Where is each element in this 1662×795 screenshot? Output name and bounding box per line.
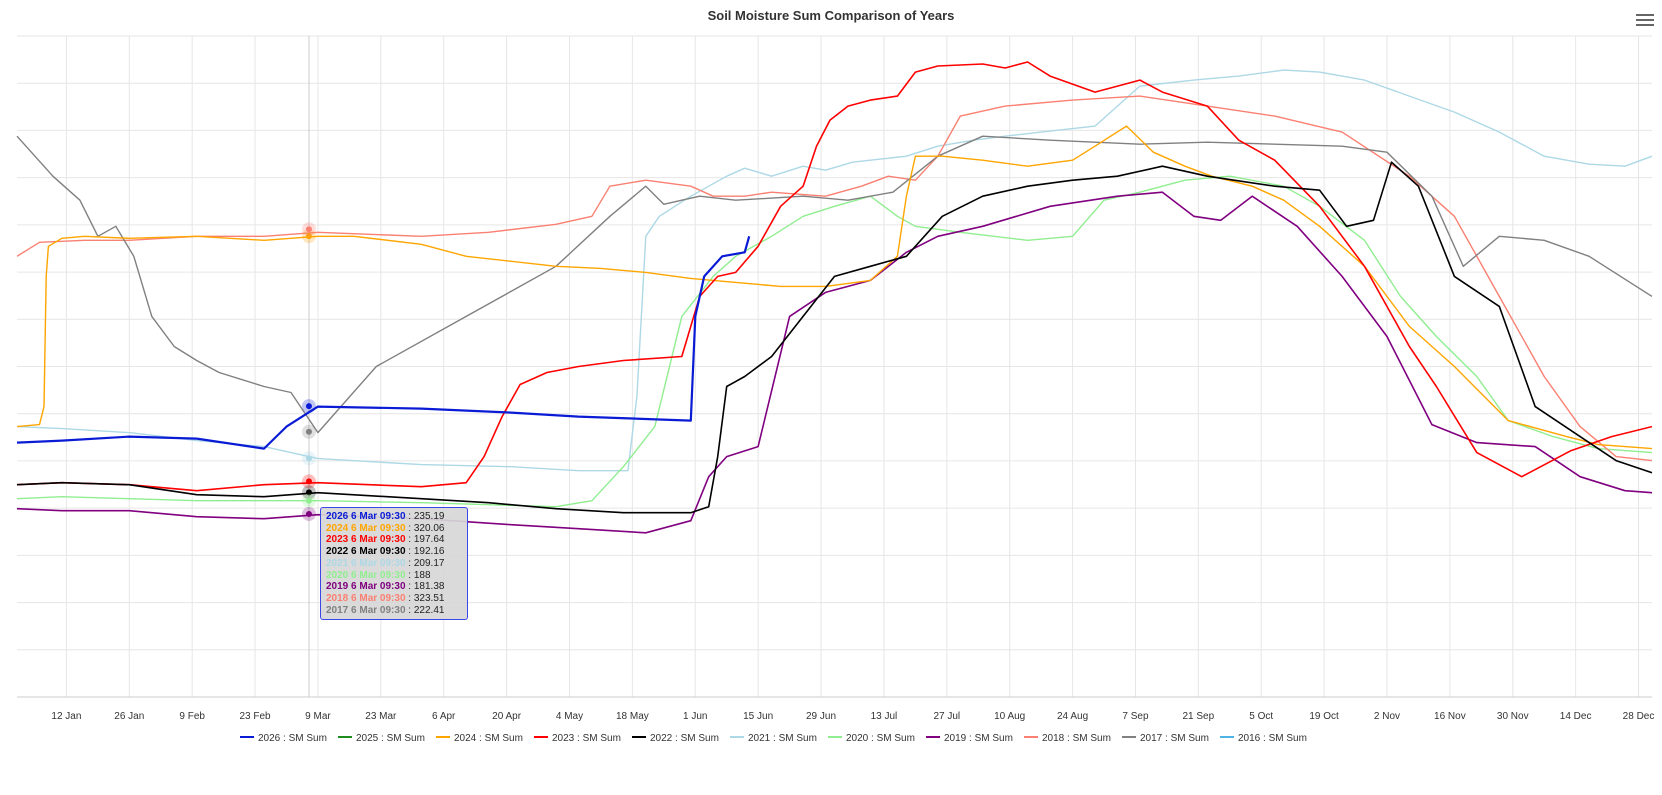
legend-item-2024[interactable]: 2024 : SM Sum bbox=[454, 733, 523, 744]
hover-marker bbox=[305, 455, 312, 462]
tooltip-row: 2024 6 Mar 09:30 : 320.06 bbox=[326, 523, 462, 535]
tooltip-value: : 197.64 bbox=[405, 534, 445, 546]
x-tick-label: 13 Jul bbox=[871, 711, 898, 722]
legend-item-2021[interactable]: 2021 : SM Sum bbox=[748, 733, 817, 744]
series-line-2020 bbox=[16, 175, 1653, 508]
x-tick-label: 23 Feb bbox=[239, 711, 271, 722]
tooltip-label: 2019 6 Mar 09:30 bbox=[326, 581, 406, 593]
x-tick-label: 2 Nov bbox=[1374, 711, 1400, 722]
hamburger-menu-icon[interactable] bbox=[1636, 14, 1654, 30]
x-tick-label: 1 Jun bbox=[683, 711, 707, 722]
tooltip-row: 2017 6 Mar 09:30 : 222.41 bbox=[326, 605, 462, 617]
x-tick-label: 30 Nov bbox=[1497, 711, 1529, 722]
tooltip-value: : 320.06 bbox=[405, 522, 445, 534]
x-tick-label: 26 Jan bbox=[114, 711, 144, 722]
hover-marker bbox=[305, 510, 312, 517]
x-tick-label: 18 May bbox=[616, 711, 649, 722]
chart-title: Soil Moisture Sum Comparison of Years bbox=[707, 8, 955, 23]
series-line-2021 bbox=[16, 69, 1653, 472]
tooltip-row: 2021 6 Mar 09:30 : 209.17 bbox=[326, 558, 462, 570]
hover-marker bbox=[305, 497, 312, 504]
legend-item-2022[interactable]: 2022 : SM Sum bbox=[650, 733, 719, 744]
x-tick-label: 5 Oct bbox=[1249, 711, 1273, 722]
x-tick-label: 23 Mar bbox=[365, 711, 397, 722]
hover-marker bbox=[305, 403, 312, 410]
legend-item-2020[interactable]: 2020 : SM Sum bbox=[846, 733, 915, 744]
tooltip-row: 2026 6 Mar 09:30 : 235.19 bbox=[326, 511, 462, 523]
tooltip-label: 2018 6 Mar 09:30 bbox=[326, 592, 406, 604]
tooltip-value: : 222.41 bbox=[405, 604, 445, 616]
series-line-2022 bbox=[16, 161, 1653, 514]
x-tick-label: 12 Jan bbox=[51, 711, 81, 722]
legend-item-2025[interactable]: 2025 : SM Sum bbox=[356, 733, 425, 744]
legend-item-2019[interactable]: 2019 : SM Sum bbox=[944, 733, 1013, 744]
hover-marker bbox=[305, 478, 312, 485]
tooltip-row: 2019 6 Mar 09:30 : 181.38 bbox=[326, 581, 462, 593]
tooltip-value: : 209.17 bbox=[405, 557, 445, 569]
tooltip-value: : 323.51 bbox=[405, 592, 445, 604]
series-line-2018 bbox=[16, 95, 1653, 462]
series-line-2023 bbox=[16, 61, 1653, 492]
x-tick-label: 21 Sep bbox=[1182, 711, 1214, 722]
legend-item-2026[interactable]: 2026 : SM Sum bbox=[258, 733, 327, 744]
tooltip-row: 2022 6 Mar 09:30 : 192.16 bbox=[326, 546, 462, 558]
x-tick-label: 27 Jul bbox=[933, 711, 960, 722]
legend-item-2017[interactable]: 2017 : SM Sum bbox=[1140, 733, 1209, 744]
x-tick-label: 29 Jun bbox=[806, 711, 836, 722]
tooltip-row: 2018 6 Mar 09:30 : 323.51 bbox=[326, 593, 462, 605]
tooltip-label: 2020 6 Mar 09:30 bbox=[326, 569, 406, 581]
x-tick-label: 19 Oct bbox=[1309, 711, 1339, 722]
tooltip-row: 2020 6 Mar 09:30 : 188 bbox=[326, 570, 462, 582]
hover-marker bbox=[305, 233, 312, 240]
legend-item-2016[interactable]: 2016 : SM Sum bbox=[1238, 733, 1307, 744]
legend-item-2018[interactable]: 2018 : SM Sum bbox=[1042, 733, 1111, 744]
x-tick-label: 7 Sep bbox=[1122, 711, 1149, 722]
tooltip-label: 2021 6 Mar 09:30 bbox=[326, 557, 406, 569]
hover-marker bbox=[305, 428, 312, 435]
x-tick-label: 9 Mar bbox=[305, 711, 331, 722]
legend-item-2023[interactable]: 2023 : SM Sum bbox=[552, 733, 621, 744]
tooltip-row: 2023 6 Mar 09:30 : 197.64 bbox=[326, 534, 462, 546]
x-tick-label: 28 Dec bbox=[1623, 711, 1655, 722]
data-tooltip: 2026 6 Mar 09:30 : 235.19 2024 6 Mar 09:3… bbox=[320, 507, 468, 621]
tooltip-value: : 192.16 bbox=[405, 546, 445, 558]
tooltip-value: : 181.38 bbox=[405, 581, 445, 593]
hover-marker bbox=[305, 226, 312, 233]
tooltip-label: 2026 6 Mar 09:30 bbox=[326, 511, 406, 522]
tooltip-label: 2023 6 Mar 09:30 bbox=[326, 534, 406, 546]
tooltip-value: : 188 bbox=[405, 569, 431, 581]
tooltip-label: 2022 6 Mar 09:30 bbox=[326, 546, 406, 558]
tooltip-value: : 235.19 bbox=[405, 511, 445, 522]
x-tick-label: 15 Jun bbox=[743, 711, 773, 722]
x-tick-label: 9 Feb bbox=[179, 711, 205, 722]
hover-marker bbox=[305, 489, 312, 496]
x-tick-label: 6 Apr bbox=[432, 711, 456, 722]
x-tick-label: 4 May bbox=[556, 711, 583, 722]
x-tick-label: 24 Aug bbox=[1057, 711, 1088, 722]
x-tick-label: 14 Dec bbox=[1560, 711, 1592, 722]
series-line-2026 bbox=[16, 236, 751, 450]
x-tick-label: 20 Apr bbox=[492, 711, 522, 722]
tooltip-label: 2024 6 Mar 09:30 bbox=[326, 522, 406, 534]
series-line-2024 bbox=[16, 125, 1653, 450]
tooltip-label: 2017 6 Mar 09:30 bbox=[326, 604, 406, 616]
series-line-2019 bbox=[16, 191, 1653, 534]
x-tick-label: 16 Nov bbox=[1434, 711, 1466, 722]
x-tick-label: 10 Aug bbox=[994, 711, 1025, 722]
series-line-2017 bbox=[16, 135, 1653, 434]
